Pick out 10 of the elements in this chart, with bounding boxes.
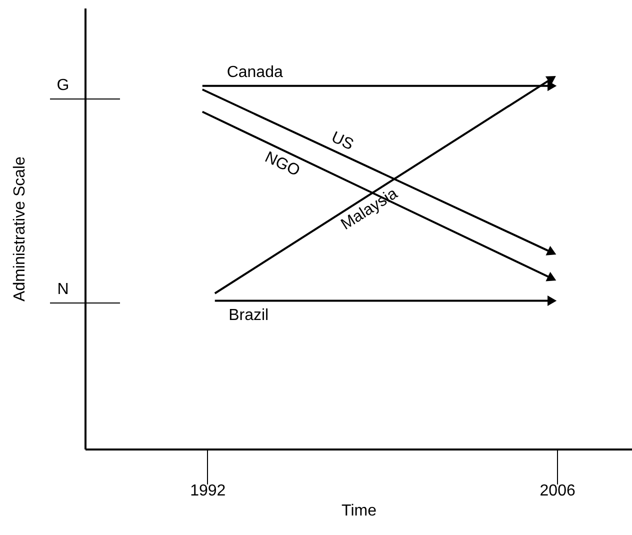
x-tick-label: 1992 xyxy=(190,482,226,500)
text: N xyxy=(57,281,69,298)
text: G xyxy=(56,77,70,94)
x-axis-title: Time xyxy=(342,502,377,520)
text: US xyxy=(328,128,356,154)
series-label: Canada xyxy=(226,64,283,81)
y-axis-title: Administrative Scale xyxy=(12,156,28,302)
text: NGO xyxy=(262,148,302,180)
x-tick-label: 2006 xyxy=(540,482,576,500)
series-label: Brazil xyxy=(228,306,269,324)
